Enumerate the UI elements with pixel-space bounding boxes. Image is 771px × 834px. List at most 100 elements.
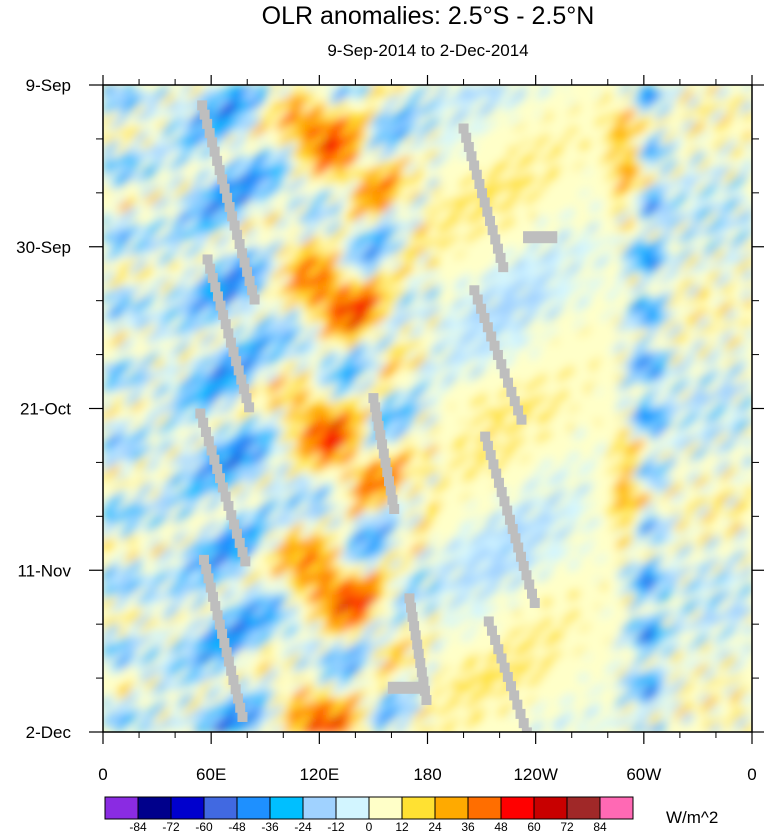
field-cell xyxy=(422,165,429,171)
field-cell xyxy=(119,231,126,236)
field-cell xyxy=(616,246,623,252)
field-cell xyxy=(227,88,234,94)
field-cell xyxy=(157,111,164,117)
field-cell xyxy=(324,242,331,248)
field-cell xyxy=(286,239,293,244)
field-cell xyxy=(303,285,310,290)
field-cell xyxy=(660,300,667,306)
field-cell xyxy=(741,219,748,225)
field-cell xyxy=(514,146,521,152)
field-cell xyxy=(243,196,250,202)
field-cell xyxy=(638,150,645,155)
field-cell xyxy=(140,123,147,128)
field-cell xyxy=(335,300,342,306)
field-cell xyxy=(692,123,699,128)
field-cell xyxy=(616,277,623,283)
field-cell xyxy=(400,296,407,302)
field-cell xyxy=(681,250,688,256)
field-cell xyxy=(427,262,434,267)
field-cell xyxy=(633,258,640,263)
field-cell xyxy=(238,212,245,217)
field-cell xyxy=(189,235,196,240)
field-cell xyxy=(524,162,531,167)
field-cell xyxy=(724,273,731,279)
field-cell xyxy=(497,188,504,194)
field-cell xyxy=(535,196,542,202)
field-cell xyxy=(454,146,461,152)
field-cell xyxy=(189,227,196,232)
field-cell xyxy=(238,181,245,186)
field-cell xyxy=(340,312,347,317)
field-cell xyxy=(238,292,245,298)
field-cell xyxy=(735,200,742,205)
field-cell xyxy=(259,277,266,283)
field-cell xyxy=(227,188,234,194)
field-cell xyxy=(519,258,526,263)
field-cell xyxy=(313,92,320,98)
field-cell xyxy=(119,173,126,179)
field-cell xyxy=(340,127,347,132)
field-cell xyxy=(335,162,342,167)
field-cell xyxy=(508,196,515,202)
field-cell xyxy=(286,131,293,136)
field-cell xyxy=(362,289,369,294)
field-cell xyxy=(465,300,472,306)
field-cell xyxy=(330,308,337,313)
field-cell xyxy=(281,123,288,128)
field-cell xyxy=(584,231,591,236)
field-cell xyxy=(643,231,650,236)
field-cell xyxy=(340,96,347,101)
field-cell xyxy=(665,127,672,132)
field-cell xyxy=(735,150,742,155)
field-cell xyxy=(454,212,461,217)
field-cell xyxy=(492,273,499,279)
field-cell xyxy=(676,235,683,240)
field-cell xyxy=(308,119,315,125)
field-cell xyxy=(411,235,418,240)
field-cell xyxy=(427,239,434,244)
field-cell xyxy=(194,239,201,244)
field-cell xyxy=(259,227,266,232)
field-cell xyxy=(546,273,553,279)
field-cell xyxy=(719,169,726,175)
field-cell xyxy=(313,289,320,294)
field-cell xyxy=(157,250,164,256)
field-cell xyxy=(378,192,385,198)
field-cell xyxy=(378,127,385,132)
field-cell xyxy=(459,204,466,209)
field-cell xyxy=(660,308,667,313)
field-cell xyxy=(735,100,742,105)
field-cell xyxy=(140,246,147,252)
field-cell xyxy=(605,281,612,286)
field-cell xyxy=(535,92,542,98)
field-cell xyxy=(622,266,629,271)
field-cell xyxy=(232,277,239,283)
field-cell xyxy=(735,289,742,294)
field-cell xyxy=(216,127,223,132)
field-cell xyxy=(724,200,731,205)
field-cell xyxy=(265,165,272,171)
field-cell xyxy=(703,219,710,225)
field-cell xyxy=(454,204,461,209)
field-cell xyxy=(595,165,602,171)
field-cell xyxy=(103,162,110,167)
field-cell xyxy=(173,162,180,167)
field-cell xyxy=(643,104,650,109)
field-cell xyxy=(497,192,504,198)
field-cell xyxy=(103,273,110,279)
field-cell xyxy=(568,212,575,217)
field-cell xyxy=(497,158,504,163)
field-cell xyxy=(622,85,629,90)
field-cell xyxy=(535,150,542,155)
field-cell xyxy=(303,300,310,306)
field-cell xyxy=(319,142,326,148)
field-cell xyxy=(551,250,558,256)
field-cell xyxy=(459,281,466,286)
field-cell xyxy=(335,100,342,105)
field-cell xyxy=(340,250,347,256)
field-cell xyxy=(227,100,234,105)
field-cell xyxy=(595,127,602,132)
field-cell xyxy=(200,219,207,225)
field-cell xyxy=(697,266,704,271)
field-cell xyxy=(616,173,623,179)
